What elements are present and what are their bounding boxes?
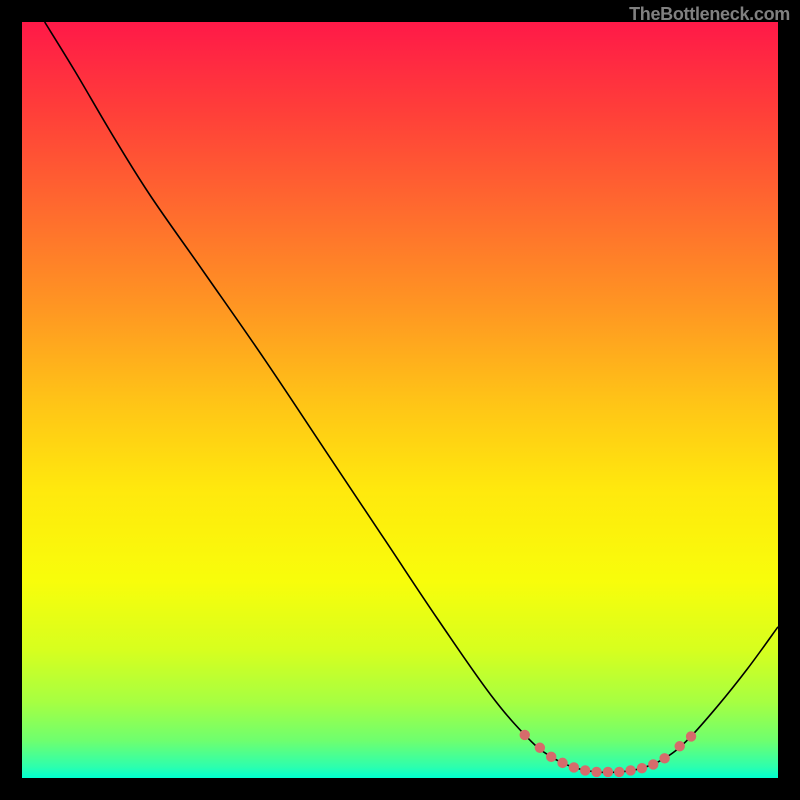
- valley-marker: [546, 752, 556, 762]
- valley-marker: [580, 765, 590, 775]
- valley-marker: [659, 753, 669, 763]
- valley-marker: [675, 741, 685, 751]
- valley-marker: [535, 743, 545, 753]
- valley-marker: [648, 759, 658, 769]
- valley-marker: [569, 762, 579, 772]
- valley-marker: [591, 767, 601, 777]
- valley-marker: [625, 765, 635, 775]
- chart-svg: [22, 22, 778, 778]
- valley-marker: [520, 730, 530, 740]
- valley-marker: [686, 731, 696, 741]
- valley-marker: [557, 758, 567, 768]
- chart-plot-area: [22, 22, 778, 778]
- valley-marker: [637, 763, 647, 773]
- valley-marker: [614, 767, 624, 777]
- gradient-background: [22, 22, 778, 778]
- valley-marker: [603, 767, 613, 777]
